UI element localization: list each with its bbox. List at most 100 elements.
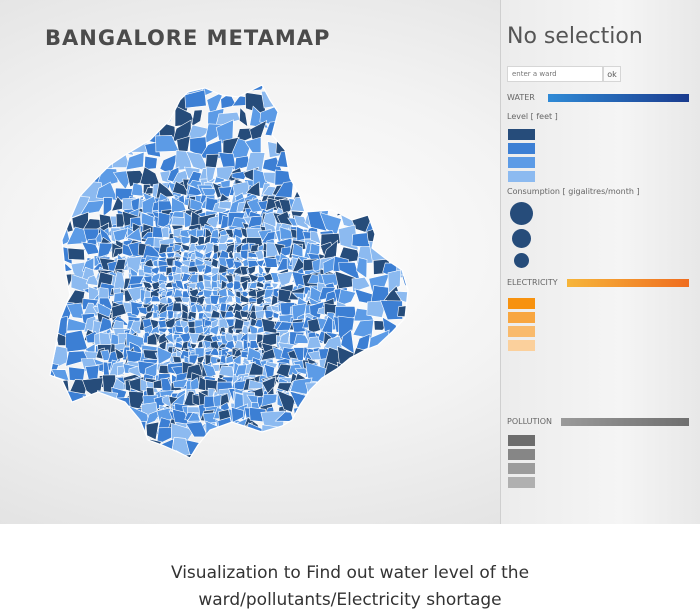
ward-polygon[interactable] <box>95 78 114 100</box>
ward-polygon[interactable] <box>337 315 355 341</box>
ward-polygon[interactable] <box>125 151 145 171</box>
ward-polygon[interactable] <box>400 184 417 205</box>
ward-polygon[interactable] <box>67 164 90 189</box>
ward-polygon[interactable] <box>202 363 217 379</box>
ward-polygon[interactable] <box>323 184 345 199</box>
ward-polygon[interactable] <box>50 379 70 397</box>
ward-polygon[interactable] <box>203 234 212 245</box>
ward-polygon[interactable] <box>111 452 136 466</box>
ward-polygon[interactable] <box>51 369 70 382</box>
ward-polygon[interactable] <box>322 89 340 110</box>
ward-polygon[interactable] <box>64 99 89 110</box>
ward-polygon[interactable] <box>97 242 114 259</box>
ward-polygon[interactable] <box>336 361 361 379</box>
ward-polygon[interactable] <box>130 90 145 115</box>
ward-polygon[interactable] <box>381 378 401 401</box>
ward-polygon[interactable] <box>246 437 263 458</box>
ward-polygon[interactable] <box>37 228 59 251</box>
ward-polygon[interactable] <box>129 76 148 97</box>
ward-polygon[interactable] <box>323 424 342 446</box>
ward-polygon[interactable] <box>194 303 204 313</box>
ward-polygon[interactable] <box>326 151 342 175</box>
ward-polygon[interactable] <box>102 197 113 217</box>
ward-polygon[interactable] <box>56 152 70 174</box>
ward-polygon[interactable] <box>413 334 429 355</box>
ward-polygon[interactable] <box>371 77 384 96</box>
ward-polygon[interactable] <box>415 454 435 473</box>
ward-polygon[interactable] <box>353 428 368 446</box>
ward-polygon[interactable] <box>323 134 338 161</box>
ward-polygon[interactable] <box>381 439 404 458</box>
ward-polygon[interactable] <box>366 197 389 219</box>
ward-polygon[interactable] <box>51 78 74 98</box>
ward-polygons[interactable] <box>35 75 435 475</box>
ward-polygon[interactable] <box>322 123 345 144</box>
ward-polygon[interactable] <box>350 364 368 384</box>
ward-polygon[interactable] <box>321 453 343 472</box>
ward-polygon[interactable] <box>323 80 345 97</box>
ward-polygon[interactable] <box>116 124 136 143</box>
ward-polygon[interactable] <box>307 108 328 122</box>
ward-polygon[interactable] <box>366 406 390 429</box>
ward-polygon[interactable] <box>66 452 83 475</box>
ward-polygon[interactable] <box>36 394 55 413</box>
ward-polygon[interactable] <box>82 455 105 472</box>
ok-button[interactable]: ok <box>603 66 621 82</box>
ward-polygon[interactable] <box>36 170 60 188</box>
ward-polygon[interactable] <box>383 419 400 445</box>
ward-polygon[interactable] <box>398 323 415 341</box>
ward-polygon[interactable] <box>419 90 427 108</box>
ward-polygon[interactable] <box>94 137 121 154</box>
ward-polygon[interactable] <box>38 455 60 474</box>
ward-polygon[interactable] <box>256 259 266 268</box>
ward-polygon[interactable] <box>399 378 413 400</box>
ward-polygon[interactable] <box>400 450 414 472</box>
ward-polygon[interactable] <box>174 279 185 291</box>
ward-polygon[interactable] <box>365 179 388 205</box>
ward-polygon[interactable] <box>292 164 314 183</box>
ward-polygon[interactable] <box>261 435 286 457</box>
ward-polygon[interactable] <box>144 155 158 170</box>
ward-polygon[interactable] <box>40 405 53 428</box>
ward-polygon[interactable] <box>81 79 101 95</box>
ward-polygon[interactable] <box>312 96 323 110</box>
ward-polygon[interactable] <box>401 274 412 292</box>
ward-polygon[interactable] <box>306 439 329 458</box>
ward-polygon[interactable] <box>205 166 217 183</box>
ward-polygon[interactable] <box>356 257 368 279</box>
ward-polygon[interactable] <box>158 95 179 107</box>
ward-polygon[interactable] <box>214 434 237 458</box>
ward-polygon[interactable] <box>395 93 418 107</box>
ward-polygon[interactable] <box>39 274 56 294</box>
ward-polygon[interactable] <box>56 196 75 214</box>
ward-polygon[interactable] <box>67 247 85 261</box>
ward-polygon[interactable] <box>411 367 432 386</box>
ward-polygon[interactable] <box>386 389 405 412</box>
ward-polygon[interactable] <box>352 437 376 458</box>
bangalore-ward-map[interactable] <box>0 0 500 524</box>
pollution-section-label[interactable]: POLLUTION <box>507 417 553 426</box>
ward-polygon[interactable] <box>349 123 371 142</box>
ward-polygon[interactable] <box>125 122 150 145</box>
ward-polygon[interactable] <box>263 288 275 300</box>
ward-polygon[interactable] <box>50 93 69 113</box>
ward-polygon[interactable] <box>184 89 207 109</box>
ward-polygon[interactable] <box>68 135 90 153</box>
ward-polygon[interactable] <box>275 79 293 100</box>
ward-polygon[interactable] <box>402 120 420 145</box>
ward-polygon[interactable] <box>415 187 432 197</box>
ward-polygon[interactable] <box>98 438 119 460</box>
ward-polygon[interactable] <box>188 354 199 365</box>
ward-polygon[interactable] <box>180 297 192 303</box>
ward-polygon[interactable] <box>311 186 325 201</box>
ward-polygon[interactable] <box>319 394 337 416</box>
ward-polygon[interactable] <box>305 169 331 182</box>
ward-polygon[interactable] <box>36 284 58 307</box>
ward-polygon[interactable] <box>367 149 387 169</box>
ward-polygon[interactable] <box>336 168 356 188</box>
ward-polygon[interactable] <box>54 422 73 443</box>
ward-polygon[interactable] <box>395 194 413 217</box>
ward-polygon[interactable] <box>323 439 346 458</box>
ward-polygon[interactable] <box>172 302 182 312</box>
ward-polygon[interactable] <box>349 378 373 400</box>
